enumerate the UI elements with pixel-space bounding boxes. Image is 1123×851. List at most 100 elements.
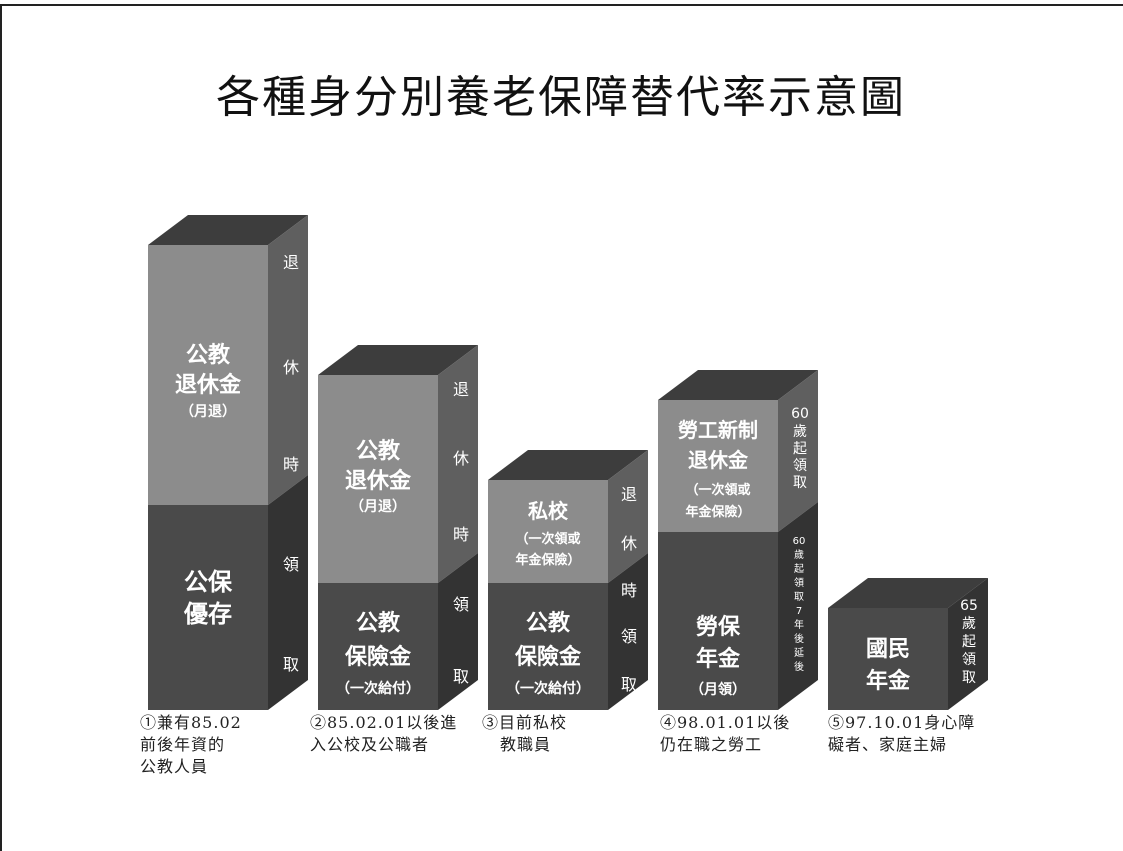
column-1-side-char-2: 休 xyxy=(283,358,299,377)
column-4-side-lower-char-6: 7 xyxy=(796,606,802,617)
column-4-side-lower-char-5: 取 xyxy=(794,591,804,603)
column-1-caption: ①兼有85.02 前後年資的 公教人員 xyxy=(140,712,242,778)
column-5-caption-line-1: ⑤97.10.01身心障 xyxy=(828,713,976,732)
column-1-lower-line-2: 優存 xyxy=(183,599,232,628)
column-4-lower-block xyxy=(658,532,778,710)
column-4-side-lower-char-1: 60 xyxy=(793,536,806,547)
column-3-upper-line-2: （一次領或 xyxy=(515,531,580,547)
column-2-caption: ②85.02.01以後進 入公校及公職者 xyxy=(310,712,457,756)
column-4-lower-line-3: （月領） xyxy=(690,681,746,698)
column-4-side-lower-char-7: 年 xyxy=(794,618,804,631)
column-2-top xyxy=(318,345,478,375)
column-1-upper-line-2: 退休金 xyxy=(175,372,242,398)
column-5-side-char-5: 取 xyxy=(962,670,976,686)
column-4-upper-line-1: 勞工新制 xyxy=(678,418,758,442)
column-2-upper-line-2: 退休金 xyxy=(345,468,412,494)
column-1-upper-line-1: 公教 xyxy=(186,342,231,368)
column-3-side-char-1: 退 xyxy=(621,485,637,504)
column-1-side-lower xyxy=(268,475,308,710)
column-5-side-char-3: 起 xyxy=(962,634,976,650)
column-1-side-char-4: 領 xyxy=(283,555,299,574)
column-4-side-upper-char-5: 取 xyxy=(793,475,807,491)
column-3-side-char-3: 時 xyxy=(621,581,637,600)
column-3: 私校 （一次領或 年金保險） 公教 保險金 （一次給付） 退 休 時 領 取 xyxy=(488,450,648,710)
column-2-lower-line-1: 公教 xyxy=(356,610,401,636)
column-4-lower-line-2: 年金 xyxy=(696,646,741,672)
column-4-side-upper-char-1: 60 xyxy=(791,406,809,422)
column-3-upper-line-3: 年金保險） xyxy=(515,552,580,568)
column-1-side-char-3: 時 xyxy=(283,455,299,474)
column-3-side-char-4: 領 xyxy=(621,627,637,646)
column-1-side-char-5: 取 xyxy=(283,655,299,674)
column-4-side-lower xyxy=(778,502,818,710)
column-4-caption-line-1: ④98.01.01以後 xyxy=(660,713,791,732)
column-3-top xyxy=(488,450,648,480)
column-5-caption-line-2: 礙者、家庭主婦 xyxy=(828,735,948,754)
column-2-side-char-3: 時 xyxy=(453,525,469,544)
column-1-upper-block xyxy=(148,245,268,505)
column-3-lower-block xyxy=(488,583,608,710)
column-4-side-lower-char-9: 延 xyxy=(794,647,804,659)
column-4-upper-line-2: 退休金 xyxy=(688,448,749,472)
column-3-lower-line-2: 保險金 xyxy=(514,644,582,670)
column-2-caption-line-2: 入公校及公職者 xyxy=(310,735,430,754)
column-4-upper-line-3: （一次領或 xyxy=(685,482,750,498)
column-4-upper-line-4: 年金保險） xyxy=(685,504,750,520)
column-2-upper-line-3: （月退） xyxy=(350,499,406,515)
column-2-lower-line-3: （一次給付） xyxy=(336,680,420,697)
column-2-side-char-2: 休 xyxy=(453,449,469,468)
column-3-caption: ③目前私校 教職員 xyxy=(482,712,567,756)
column-1-top xyxy=(148,215,308,245)
column-4-side-lower-char-8: 後 xyxy=(794,632,804,645)
column-2-lower-block xyxy=(318,583,438,710)
column-4-side-upper-char-4: 領 xyxy=(793,457,807,474)
column-2-side-char-4: 領 xyxy=(453,595,469,614)
column-3-upper-block xyxy=(488,480,608,583)
column-5-lower-line-1: 國民 xyxy=(866,636,910,662)
column-5-side-char-1: 65 xyxy=(960,598,978,614)
column-1-caption-line-3: 公教人員 xyxy=(140,757,209,776)
column-5-caption: ⑤97.10.01身心障 礙者、家庭主婦 xyxy=(828,712,975,756)
column-2-side-lower xyxy=(438,553,478,710)
column-1: 公教 退休金 （月退） 公保 優存 退 休 時 領 取 xyxy=(148,215,308,710)
column-2-upper-line-1: 公教 xyxy=(356,438,401,464)
column-5-side-char-4: 領 xyxy=(962,651,976,668)
column-3-side-lower xyxy=(608,553,648,710)
column-5-top xyxy=(828,578,988,608)
column-3-side-upper xyxy=(608,450,648,583)
column-4: 勞工新制 退休金 （一次領或 年金保險） 勞保 年金 （月領） 60 歲 起 領… xyxy=(658,370,818,710)
column-2: 公教 退休金 （月退） 公教 保險金 （一次給付） 退 休 時 領 取 xyxy=(318,345,478,710)
diagram-title: 各種身分別養老保障替代率示意圖 xyxy=(216,72,906,123)
column-5-side-char-2: 歲 xyxy=(962,616,976,632)
column-1-side-upper xyxy=(268,215,308,505)
column-3-side-char-5: 取 xyxy=(621,675,637,694)
column-3-caption-line-1: ③目前私校 xyxy=(482,713,568,732)
column-3-lower-line-3: （一次給付） xyxy=(506,680,590,697)
column-4-side-upper-char-3: 起 xyxy=(793,441,807,457)
column-2-lower-line-2: 保險金 xyxy=(344,644,412,670)
column-1-upper-line-3: （月退） xyxy=(180,404,236,420)
column-4-caption: ④98.01.01以後 仍在職之勞工 xyxy=(660,712,790,756)
column-4-side-upper-char-2: 歲 xyxy=(793,424,807,440)
column-2-side-char-1: 退 xyxy=(453,380,469,399)
column-3-lower-line-1: 公教 xyxy=(526,610,571,636)
column-4-top xyxy=(658,370,818,400)
column-1-caption-line-2: 前後年資的 xyxy=(140,735,226,754)
column-3-caption-line-2: 教職員 xyxy=(500,735,552,754)
column-1-lower-line-1: 公保 xyxy=(184,567,233,596)
column-4-side-lower-char-4: 領 xyxy=(794,576,804,589)
column-2-upper-block xyxy=(318,375,438,583)
column-4-upper-block xyxy=(658,400,778,532)
column-2-side-char-5: 取 xyxy=(453,667,469,686)
column-5-lower-block xyxy=(828,608,948,710)
column-5-side xyxy=(948,578,988,710)
column-1-side-char-1: 退 xyxy=(283,253,299,272)
column-2-caption-line-1: ②85.02.01以後進 xyxy=(310,713,458,732)
column-4-caption-line-2: 仍在職之勞工 xyxy=(660,735,763,754)
column-4-side-lower-char-3: 起 xyxy=(794,563,804,575)
column-3-upper-line-1: 私校 xyxy=(528,499,569,523)
column-4-side-lower-char-2: 歲 xyxy=(794,548,804,561)
column-1-caption-line-1: ①兼有85.02 xyxy=(140,713,242,732)
